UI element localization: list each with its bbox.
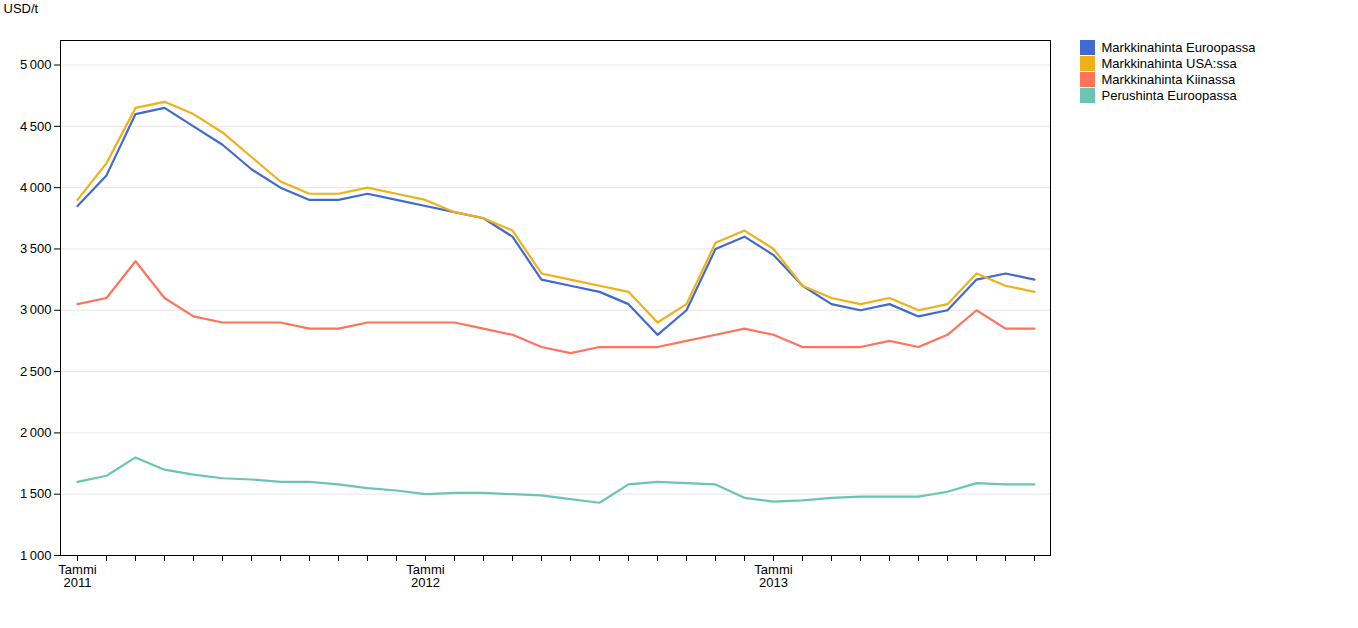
svg-text:4 000: 4 000 <box>20 180 52 195</box>
svg-text:3 500: 3 500 <box>20 241 52 256</box>
svg-text:4 500: 4 500 <box>20 118 52 133</box>
html-text:Markkinahinta USA:ssa: Markkinahinta USA:ssa <box>1101 56 1237 71</box>
svg-text:Tammi2013: Tammi2013 <box>754 562 792 590</box>
svg-text:Tammi2011: Tammi2011 <box>58 562 96 590</box>
svg-text:1 000: 1 000 <box>20 548 52 563</box>
svg-text:2 500: 2 500 <box>20 364 52 379</box>
svg-text:USD/t: USD/t <box>4 1 39 16</box>
html-text:Markkinahinta Euroopassa: Markkinahinta Euroopassa <box>1101 40 1256 55</box>
svg-text:1 500: 1 500 <box>20 486 52 501</box>
svg-text:Tammi2012: Tammi2012 <box>406 562 444 590</box>
svg-text:3 000: 3 000 <box>20 302 52 317</box>
html-text:Perushinta Euroopassa: Perushinta Euroopassa <box>1101 88 1237 103</box>
svg-text:5 000: 5 000 <box>20 57 52 72</box>
html-text:Markkinahinta Kiinassa: Markkinahinta Kiinassa <box>1101 72 1236 87</box>
svg-text:2 000: 2 000 <box>20 425 52 440</box>
